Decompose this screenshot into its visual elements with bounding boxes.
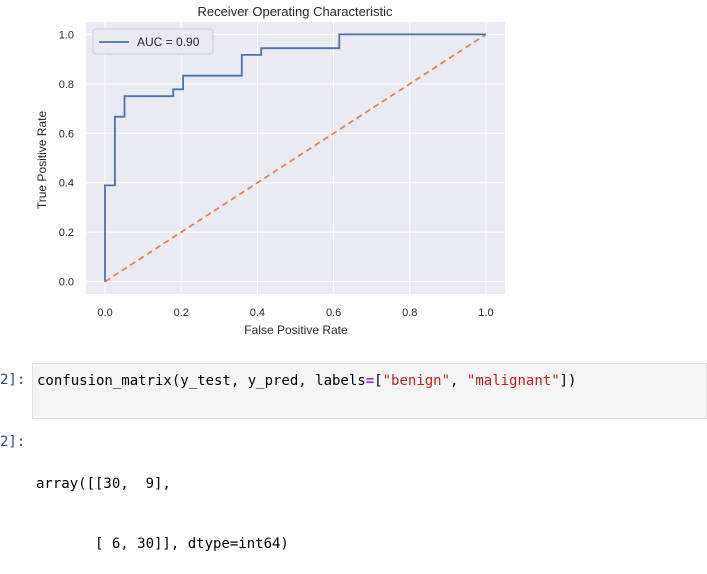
code-token: ]) bbox=[559, 373, 577, 389]
output-prompt: 2]: bbox=[0, 434, 26, 450]
code-token: "benign" bbox=[382, 373, 451, 389]
x-tick-label: 0.0 bbox=[97, 307, 112, 319]
roc-chart: Receiver Operating Characteristic 0.0 0.2… bbox=[35, 4, 505, 337]
x-tick-label: 1.0 bbox=[478, 307, 493, 319]
legend-box bbox=[92, 28, 214, 55]
y-tick-label: 0.8 bbox=[59, 79, 74, 91]
y-tick-label: 1.0 bbox=[59, 29, 74, 41]
x-tick-label: 0.4 bbox=[250, 307, 265, 319]
y-axis-label: True Positive Rate bbox=[35, 111, 49, 210]
legend: AUC = 0.90 bbox=[92, 28, 214, 55]
output-line-1: array([[30, 9], bbox=[36, 476, 171, 492]
code-line[interactable]: confusion_matrix(y_test, y_pred, labels=… bbox=[37, 373, 576, 389]
code-token: , bbox=[450, 373, 467, 389]
legend-label: AUC = 0.90 bbox=[137, 35, 200, 49]
chance-diagonal-line bbox=[104, 33, 487, 283]
output-line-2: [ 6, 30]], dtype=int64) bbox=[36, 536, 289, 552]
y-tick-labels: 0.0 0.2 0.4 0.6 0.8 1.0 bbox=[59, 29, 74, 288]
y-tick-label: 0.0 bbox=[59, 277, 74, 289]
roc-curve-line bbox=[104, 33, 486, 282]
y-tick-label: 0.4 bbox=[59, 178, 74, 190]
code-cell[interactable]: confusion_matrix(y_test, y_pred, labels=… bbox=[32, 363, 707, 419]
input-prompt: 2]: bbox=[0, 372, 26, 388]
y-tick-label: 0.6 bbox=[59, 128, 74, 140]
y-tick-label: 0.2 bbox=[59, 227, 74, 239]
series-lines bbox=[104, 33, 487, 283]
x-tick-label: 0.6 bbox=[326, 307, 341, 319]
code-token: [ bbox=[374, 373, 383, 389]
output-text: array([[30, 9], [ 6, 30]], dtype=int64) bbox=[36, 434, 289, 574]
code-token: = bbox=[365, 373, 375, 389]
x-tick-labels: 0.0 0.2 0.4 0.6 0.8 1.0 bbox=[97, 307, 493, 319]
chart-title: Receiver Operating Characteristic bbox=[197, 4, 393, 19]
x-tick-label: 0.2 bbox=[174, 307, 189, 319]
x-axis-label: False Positive Rate bbox=[244, 323, 348, 337]
x-tick-label: 0.8 bbox=[402, 307, 417, 319]
code-token: confusion_matrix(y_test, y_pred, labels bbox=[37, 373, 366, 389]
code-token: "malignant" bbox=[466, 373, 560, 389]
grid-lines bbox=[86, 22, 505, 294]
